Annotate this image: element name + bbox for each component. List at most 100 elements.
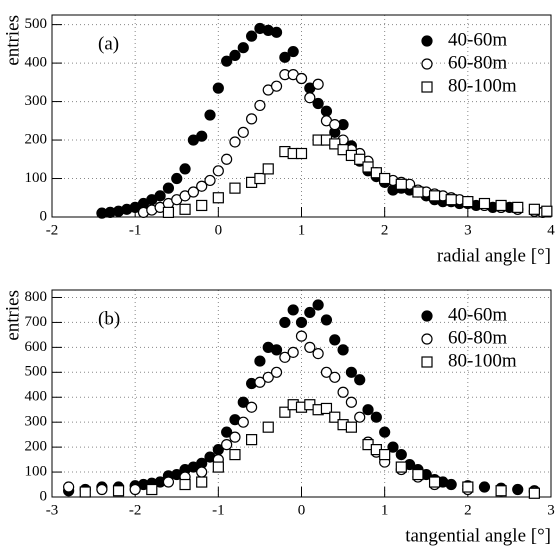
data-point [270, 366, 283, 378]
data-point [320, 402, 333, 415]
data-point [221, 439, 233, 451]
data-point [320, 314, 333, 326]
y-tick-label: 300 [25, 414, 48, 430]
data-point [379, 426, 391, 438]
data-point [541, 205, 553, 217]
y-axis-title: entries [2, 15, 23, 66]
data-point [345, 396, 357, 408]
data-point [246, 30, 258, 42]
x-tick-label: -1 [129, 222, 142, 238]
data-point [354, 374, 366, 386]
x-tick-label: -3 [46, 502, 59, 518]
data-point [295, 72, 308, 85]
x-tick-label: 2 [464, 502, 472, 518]
data-point [337, 144, 349, 156]
x-tick-label: 3 [547, 502, 555, 518]
legend-label: 80-100m [448, 350, 517, 371]
data-point [254, 99, 266, 112]
data-point [462, 481, 474, 493]
x-tick-label: 3 [464, 222, 472, 238]
data-point [312, 78, 324, 90]
y-tick-label: 200 [25, 131, 48, 147]
data-point [312, 347, 324, 360]
data-point [262, 163, 274, 175]
data-point [287, 304, 299, 316]
data-point [237, 396, 249, 408]
data-point [270, 80, 283, 92]
y-tick-label: 800 [25, 289, 48, 305]
data-point [212, 192, 224, 204]
data-point [512, 483, 524, 496]
data-point [212, 461, 224, 473]
data-point [287, 346, 299, 358]
data-point [320, 105, 333, 117]
legend-label: 60-80m [448, 52, 507, 73]
data-point [395, 461, 407, 473]
data-point [312, 97, 324, 110]
data-point [237, 42, 249, 54]
data-point [512, 201, 524, 213]
data-point [179, 478, 191, 491]
data-point [196, 130, 208, 142]
data-point [212, 82, 224, 94]
panel-label: (a) [98, 33, 119, 54]
panel-label: (b) [98, 308, 120, 329]
data-point [162, 182, 175, 194]
data-point [196, 476, 208, 488]
data-point [229, 182, 241, 194]
data-point [270, 26, 283, 38]
data-point [221, 426, 233, 438]
data-point [246, 113, 258, 125]
data-point [187, 186, 199, 198]
data-point [295, 316, 308, 329]
data-point [495, 485, 507, 497]
x-tick-label: -2 [129, 502, 142, 518]
data-point [295, 147, 308, 160]
data-point [179, 163, 191, 175]
data-point [262, 371, 274, 383]
x-tick-label: 1 [298, 222, 306, 238]
data-point [362, 161, 374, 173]
data-point [229, 49, 241, 62]
data-point [221, 55, 233, 67]
x-tick-label: -2 [46, 222, 59, 238]
data-point [304, 92, 316, 104]
x-tick-label: 0 [215, 222, 223, 238]
legend-label: 60-80m [448, 327, 507, 348]
x-tick-label: 1 [381, 502, 389, 518]
legend-label: 40-60m [448, 29, 507, 50]
data-point [295, 330, 308, 342]
data-point [279, 406, 291, 418]
x-tick-label: -1 [212, 502, 225, 518]
legend-marker [421, 333, 433, 345]
data-point [345, 366, 357, 378]
x-tick-label: 0 [298, 502, 306, 518]
data-point [395, 449, 407, 461]
y-tick-label: 700 [25, 314, 48, 330]
data-point [462, 196, 474, 208]
legend-label: 80-100m [448, 75, 517, 96]
data-point [370, 167, 382, 179]
data-point [354, 411, 366, 423]
data-point [246, 434, 258, 446]
data-point [254, 172, 266, 185]
data-point [395, 178, 407, 190]
legend-marker [421, 35, 433, 47]
data-point [229, 431, 241, 443]
data-point [171, 172, 183, 185]
data-point [412, 186, 424, 198]
y-axis-title: entries [2, 290, 23, 341]
data-point [254, 376, 266, 388]
data-point [528, 487, 540, 499]
y-tick-label: 100 [25, 170, 48, 186]
x-tick-label: 2 [381, 222, 389, 238]
data-point [162, 476, 175, 488]
data-point [329, 138, 341, 150]
data-point [79, 486, 91, 498]
data-point [445, 194, 457, 206]
data-point [528, 203, 540, 215]
data-point [63, 481, 75, 493]
data-point [478, 197, 491, 210]
data-point [204, 109, 216, 121]
